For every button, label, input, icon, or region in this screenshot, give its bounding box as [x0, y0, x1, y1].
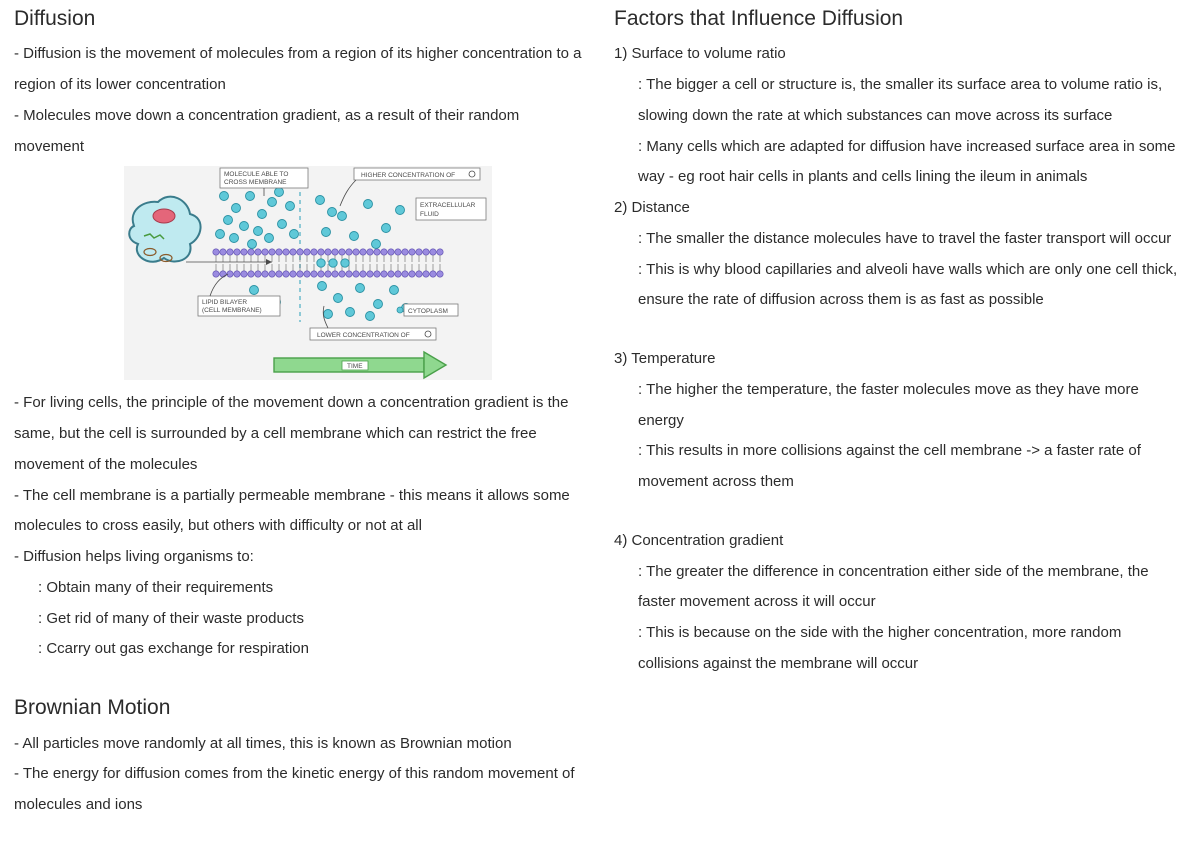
factor-3a: : The higher the temperature, the faster…	[614, 375, 1186, 437]
svg-text:LOWER CONCENTRATION OF: LOWER CONCENTRATION OF	[317, 332, 410, 339]
diffusion-p3: - For living cells, the principle of the…	[14, 388, 586, 480]
diffusion-p5c: : Ccarry out gas exchange for respiratio…	[14, 634, 586, 665]
left-column: Diffusion - Diffusion is the movement of…	[14, 4, 586, 839]
diffusion-diagram: MOLECULE ABLE TO CROSS MEMBRANE HIGHER C…	[124, 166, 492, 380]
brownian-heading: Brownian Motion	[14, 693, 586, 722]
factor-2: 2) Distance	[614, 193, 1186, 224]
factor-3: 3) Temperature	[614, 344, 1186, 375]
svg-text:CROSS MEMBRANE: CROSS MEMBRANE	[224, 179, 287, 186]
factor-2b: : This is why blood capillaries and alve…	[614, 255, 1186, 317]
factor-1b: : Many cells which are adapted for diffu…	[614, 132, 1186, 194]
diffusion-p4: - The cell membrane is a partially perme…	[14, 481, 586, 543]
factor-4: 4) Concentration gradient	[614, 526, 1186, 557]
diffusion-p5b: : Get rid of many of their waste product…	[14, 604, 586, 635]
factor-4b: : This is because on the side with the h…	[614, 618, 1186, 680]
factor-1: 1) Surface to volume ratio	[614, 39, 1186, 70]
diffusion-p5a: : Obtain many of their requirements	[14, 573, 586, 604]
factor-3b: : This results in more collisions agains…	[614, 436, 1186, 498]
factor-1a: : The bigger a cell or structure is, the…	[614, 70, 1186, 132]
svg-text:EXTRACELLULAR: EXTRACELLULAR	[420, 202, 476, 209]
diffusion-p2: - Molecules move down a concentration gr…	[14, 101, 586, 163]
svg-text:CYTOPLASM: CYTOPLASM	[408, 308, 448, 315]
right-column: Factors that Influence Diffusion 1) Surf…	[614, 4, 1186, 839]
factors-heading: Factors that Influence Diffusion	[614, 4, 1186, 33]
diffusion-p5: - Diffusion helps living organisms to:	[14, 542, 586, 573]
brownian-p2: - The energy for diffusion comes from th…	[14, 759, 586, 821]
svg-text:MOLECULE ABLE TO: MOLECULE ABLE TO	[224, 171, 288, 178]
diffusion-p1: - Diffusion is the movement of molecules…	[14, 39, 586, 101]
svg-text:TIME: TIME	[347, 363, 363, 370]
svg-text:LIPID BILAYER: LIPID BILAYER	[202, 299, 247, 306]
brownian-p1: - All particles move randomly at all tim…	[14, 729, 586, 760]
diffusion-heading: Diffusion	[14, 4, 586, 33]
factor-4a: : The greater the difference in concentr…	[614, 557, 1186, 619]
svg-text:(CELL MEMBRANE): (CELL MEMBRANE)	[202, 307, 262, 314]
factor-2a: : The smaller the distance molecules hav…	[614, 224, 1186, 255]
svg-text:FLUID: FLUID	[420, 211, 439, 218]
svg-text:HIGHER CONCENTRATION OF: HIGHER CONCENTRATION OF	[361, 172, 455, 179]
